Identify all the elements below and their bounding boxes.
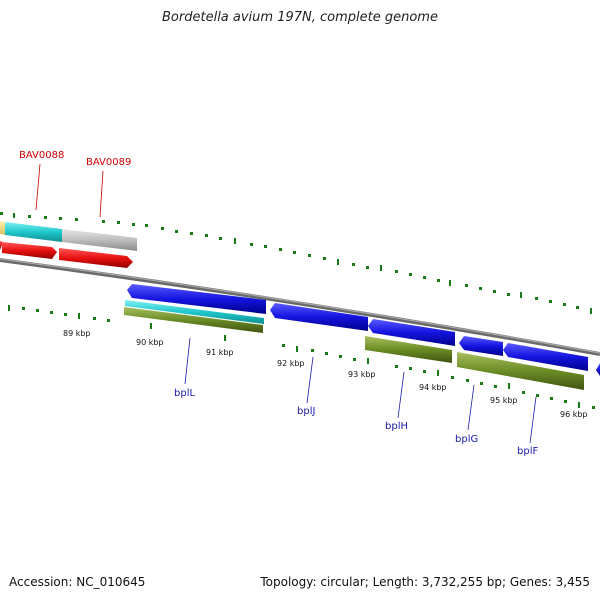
inner-tick-arc — [8, 305, 595, 409]
scale-label-96: 96 kbp — [560, 410, 588, 419]
scale-label-95: 95 kbp — [490, 396, 518, 405]
gene-bplL-arrow — [127, 284, 266, 314]
top-gene-labels: BAV0088 BAV0089 — [19, 150, 131, 218]
scale-labels: 89 kbp 90 kbp 91 kbp 92 kbp 93 kbp 94 kb… — [63, 329, 588, 419]
feature-olive-1 — [124, 307, 263, 333]
scale-label-92: 92 kbp — [277, 359, 305, 368]
gene-BAV0088-arrow — [2, 242, 57, 259]
feature-yellow — [0, 221, 6, 235]
forward-strand-track — [127, 284, 600, 376]
feature-cyan-lower — [125, 300, 264, 324]
gene-label-bplL[interactable]: bplL — [174, 388, 195, 399]
accession-text: Accession: NC_010645 — [9, 575, 146, 589]
map-title: Bordetella avium 197N, complete genome — [162, 10, 438, 25]
outer-tick-arc — [0, 212, 592, 314]
scale-label-90: 90 kbp — [136, 338, 164, 347]
gene-bplG-arrow — [459, 336, 503, 356]
reverse-strand-track — [0, 221, 137, 268]
gene-label-BAV0088[interactable]: BAV0088 — [19, 150, 64, 161]
genome-backbone — [0, 258, 600, 356]
feature-cyan-rna — [5, 222, 62, 242]
topology-text: Topology: circular; Length: 3,732,255 bp… — [260, 575, 590, 589]
gene-label-bplG[interactable]: bplG — [455, 434, 478, 445]
gene-bplH-arrow — [368, 319, 455, 346]
gene-label-bplJ[interactable]: bplJ — [297, 406, 315, 417]
gene-bplF-arrow — [503, 343, 588, 371]
scale-label-93: 93 kbp — [348, 370, 376, 379]
scale-label-94: 94 kbp — [419, 383, 447, 392]
scale-label-89: 89 kbp — [63, 329, 91, 338]
gene-label-bplH[interactable]: bplH — [385, 421, 408, 432]
gene-label-BAV0089[interactable]: BAV0089 — [86, 157, 131, 168]
gene-label-bplF[interactable]: bplF — [517, 446, 538, 457]
feature-gray — [62, 229, 137, 251]
gene-BAV0089-arrow — [59, 248, 133, 268]
gene-edge-arrow — [596, 363, 600, 376]
bottom-gene-labels: bplL bplJ bplH bplG bplF — [174, 337, 538, 457]
gene-bplJ-arrow — [270, 303, 368, 331]
feature-olive-2 — [365, 336, 452, 363]
lower-feature-track — [124, 300, 584, 390]
feature-olive-3 — [457, 352, 584, 390]
scale-label-91: 91 kbp — [206, 348, 234, 357]
